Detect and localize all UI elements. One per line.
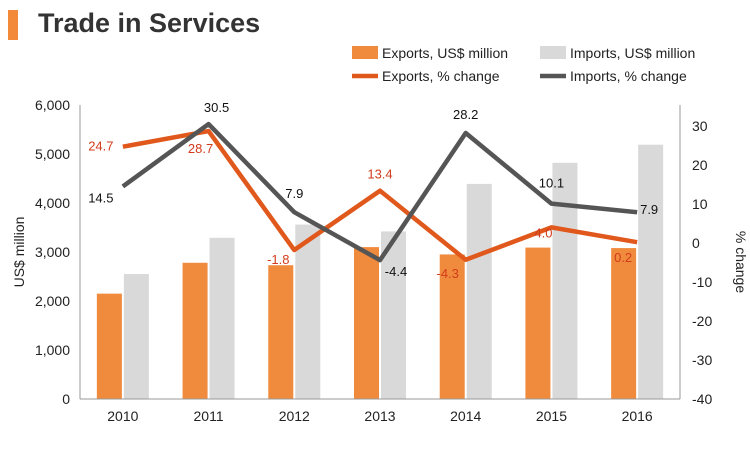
x-tick-label: 2011: [194, 408, 224, 424]
data-labels-layer: 24.7 28.7 -1.8 13.4 -4.3 4.0 0.2 14.5 30.5 7.9 -4.…: [88, 100, 658, 281]
imports-change-label: 10.1: [539, 176, 564, 191]
exports-bar: [354, 247, 379, 399]
imports-change-label: 7.9: [640, 202, 658, 217]
y2-axis-label: % change: [733, 231, 749, 293]
y-tick-label: 2,000: [35, 293, 70, 309]
x-tick-label: 2016: [622, 408, 653, 424]
imports-change-label: 28.2: [453, 107, 478, 122]
legend-exports-bar-swatch: [352, 46, 378, 59]
imports-change-label: 7.9: [285, 186, 303, 201]
imports-bar: [123, 274, 149, 399]
exports-change-label: 13.4: [367, 167, 392, 182]
x-tick-label: 2012: [279, 408, 310, 424]
y-tick-label: 4,000: [35, 195, 70, 211]
exports-change-label: 0.2: [614, 250, 632, 265]
y2-tick-label: -40: [692, 391, 712, 407]
exports-bar: [182, 262, 208, 399]
imports-change-line: [121, 121, 638, 263]
exports-change-line: [122, 128, 638, 263]
y2-tick-label: -20: [692, 313, 712, 329]
y2-tick-label: 10: [692, 196, 708, 212]
exports-change-label: 24.7: [88, 139, 113, 154]
x-tick-label: 2013: [364, 408, 395, 424]
exports-change-label: -1.8: [267, 252, 289, 267]
y2-tick-label: 20: [692, 157, 708, 173]
legend-exports-bar-label: Exports, US$ million: [382, 45, 508, 61]
exports-bar: [611, 248, 637, 399]
exports-change-label: 28.7: [188, 141, 213, 156]
imports-change-label: 14.5: [88, 190, 113, 205]
legend-imports-bar-label: Imports, US$ million: [570, 45, 695, 61]
y2-tick-label: -30: [692, 352, 712, 368]
imports-bar: [381, 231, 406, 399]
y-tick-label: 6,000: [35, 97, 70, 113]
exports-bar: [268, 265, 294, 399]
exports-bar: [439, 254, 465, 399]
imports-change-label: -4.4: [385, 264, 407, 279]
imports-change-label: 30.5: [204, 100, 229, 115]
imports-bar: [638, 144, 664, 399]
y2-tick-label: 0: [692, 235, 700, 251]
y-tick-label: 5,000: [35, 146, 70, 162]
y2-tick-label: -10: [692, 274, 712, 290]
page-title: Trade in Services: [38, 8, 261, 38]
bars-layer: [96, 144, 664, 399]
x-tick-label: 2010: [107, 408, 138, 424]
imports-bar: [295, 224, 321, 399]
exports-change-label: -4.3: [437, 266, 459, 281]
axes-layer: 0 1,000 2,000 3,000 4,000 5,000 6,000 -40 -30 -20…: [11, 97, 749, 424]
x-tick-label: 2014: [450, 408, 481, 424]
legend-exports-line-label: Exports, % change: [382, 68, 500, 84]
imports-bar: [466, 183, 492, 399]
y-axis-label: US$ million: [11, 217, 27, 288]
exports-bar: [96, 293, 122, 399]
legend: Exports, US$ million Imports, US$ million…: [352, 45, 695, 84]
exports-change-label: 4.0: [534, 225, 552, 240]
lines-layer: [121, 121, 638, 263]
imports-bar: [209, 237, 235, 399]
y-tick-label: 0: [62, 391, 70, 407]
y2-tick-label: 30: [692, 118, 708, 134]
legend-imports-bar-swatch: [540, 46, 566, 59]
title-accent-bar: [8, 10, 18, 40]
legend-imports-line-label: Imports, % change: [570, 68, 687, 84]
y-tick-label: 3,000: [35, 244, 70, 260]
y-tick-label: 1,000: [35, 342, 70, 358]
exports-bar: [525, 247, 551, 399]
x-tick-label: 2015: [536, 408, 567, 424]
imports-bar: [552, 162, 578, 399]
